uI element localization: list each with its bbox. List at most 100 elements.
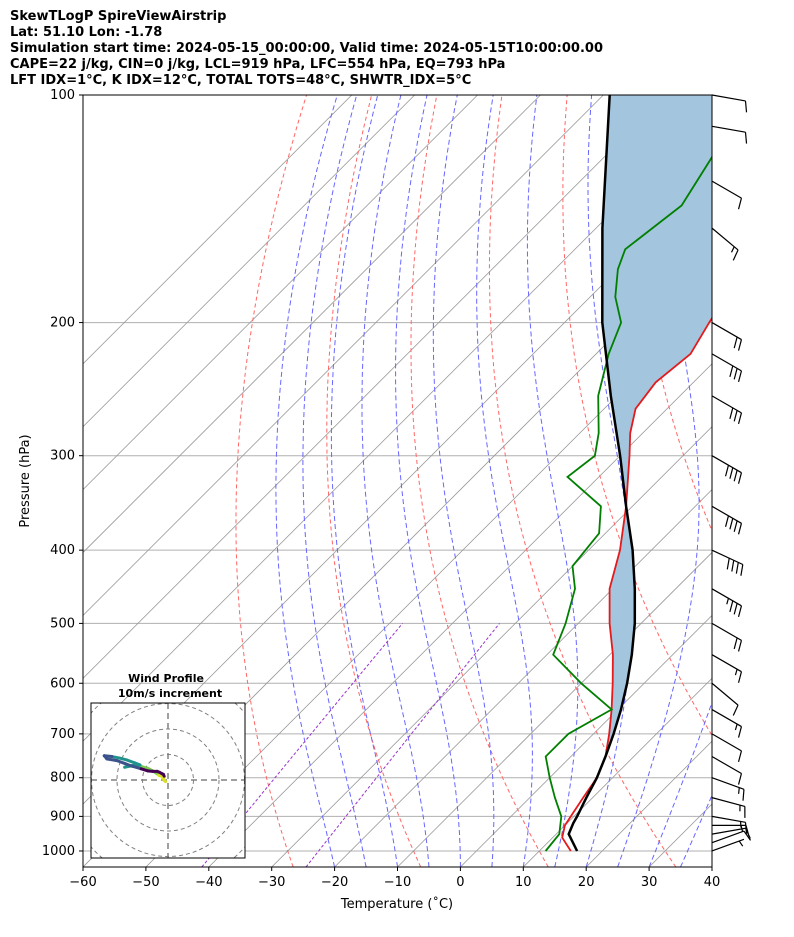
dry-adiabat <box>326 95 422 867</box>
y-tick-label: 500 <box>50 616 75 631</box>
x-tick-label: 30 <box>641 875 658 890</box>
wind-barb-flag <box>737 750 743 763</box>
isotherm-line <box>83 95 415 428</box>
x-tick-label: −40 <box>195 875 222 890</box>
wind-barb <box>711 353 743 383</box>
wind-barb-flag <box>737 671 743 683</box>
wind-barb-flag <box>726 558 730 570</box>
wind-barb <box>711 838 745 852</box>
wind-barb <box>711 756 743 785</box>
wind-barb <box>711 733 743 763</box>
y-tick-label: 600 <box>50 676 75 691</box>
wind-barb <box>711 588 743 617</box>
wind-barb-staff <box>711 455 742 474</box>
dewpoint-profile <box>544 155 712 852</box>
wind-barb-flag <box>737 339 743 351</box>
wind-barb-flag <box>744 132 748 144</box>
wind-barb <box>711 682 739 716</box>
moist-adiabat <box>711 865 712 867</box>
chart-header: SkewTLogP SpireViewAirstrip Lat: 51.10 L… <box>10 9 603 89</box>
wind-barb-staff <box>711 505 742 524</box>
wind-barb-staff <box>711 353 742 372</box>
wind-barb-flag <box>729 467 734 479</box>
wind-barb-flag <box>740 564 744 576</box>
wind-barb-staff <box>711 838 745 852</box>
wind-barb <box>711 797 746 818</box>
wind-barb <box>711 322 743 351</box>
hodograph-plot <box>91 703 245 858</box>
wind-barb-staff <box>711 549 744 566</box>
wind-barb-half-flag <box>730 246 735 253</box>
wind-barb <box>711 395 743 425</box>
moist-adiabat <box>680 794 712 867</box>
wind-barb-flag <box>731 560 735 572</box>
moist-adiabat <box>330 95 398 867</box>
wind-barb-staff <box>711 830 745 844</box>
isotherm-line <box>83 95 353 365</box>
x-tick-label: 20 <box>578 875 595 890</box>
wind-barb-half-flag <box>726 598 730 605</box>
x-tick-label: −20 <box>321 875 348 890</box>
moist-adiabat <box>476 95 533 867</box>
hodograph-title: Wind Profile <box>128 672 204 685</box>
cape-line: CAPE=22 j/kg, CIN=0 j/kg, LCL=919 hPa, L… <box>10 57 506 72</box>
wind-barb <box>711 830 752 844</box>
wind-barb-staff <box>711 588 742 607</box>
isotherm-line <box>334 489 712 867</box>
wind-barb-flag <box>729 407 734 420</box>
cape-shading <box>591 95 712 786</box>
moist-adiabat <box>648 701 712 867</box>
wind-barb <box>711 709 743 738</box>
moist-adiabat <box>302 95 367 867</box>
hodograph-segment <box>105 757 119 763</box>
location-line: Lat: 51.10 Lon: -1.78 <box>10 25 163 40</box>
wind-barb-flag <box>743 830 752 841</box>
wind-barb-flag <box>737 370 743 383</box>
wind-barb-staff <box>711 709 742 728</box>
wind-barb-half-flag <box>738 787 740 794</box>
wind-barb-flag <box>737 640 743 652</box>
y-tick-label: 300 <box>50 449 75 464</box>
dry-adiabat <box>631 95 712 532</box>
isotherm-line <box>145 300 712 867</box>
wind-barb-flag <box>742 789 745 801</box>
x-axis-label: Temperature (˚C) <box>340 896 453 912</box>
wind-barb <box>711 455 743 484</box>
wind-barb-staff <box>711 777 745 790</box>
wind-barb-staff <box>711 125 746 133</box>
wind-barb <box>711 505 743 535</box>
y-axis-label: Pressure (hPa) <box>18 434 33 527</box>
moist-adiabat <box>395 95 461 867</box>
wind-barb <box>711 180 743 210</box>
isotherm-line <box>271 426 712 867</box>
wind-barb-flag <box>729 518 734 530</box>
wind-barb-flag <box>729 600 734 612</box>
wind-barb-flag <box>737 197 743 210</box>
wind-barb-half-flag <box>734 723 738 731</box>
y-tick-label: 200 <box>50 316 75 331</box>
wind-barb <box>711 777 745 801</box>
hodograph-segment <box>161 772 166 778</box>
wind-barb <box>711 227 739 261</box>
hodograph-frame <box>90 702 246 859</box>
indices-line: LFT IDX=1°C, K IDX=12°C, TOTAL TOTS=48°C… <box>10 73 472 88</box>
wind-barb-half-flag <box>734 669 738 676</box>
wind-barb-staff <box>711 815 746 823</box>
moist-adiabat <box>361 95 430 867</box>
wind-barb-staff <box>711 827 746 835</box>
moist-adiabat <box>432 95 495 867</box>
simulation-time-line: Simulation start time: 2024-05-15_00:00:… <box>10 41 603 56</box>
isotherm-line <box>83 95 604 616</box>
dry-adiabat <box>763 95 794 867</box>
x-tick-label: 0 <box>456 875 464 890</box>
isotherm-line <box>775 95 794 867</box>
y-tick-label: 100 <box>50 88 75 103</box>
wind-barb-flag <box>737 726 743 738</box>
isotherm-line <box>83 95 667 679</box>
wind-barb-flag <box>732 249 739 261</box>
wind-barb-staff <box>711 654 742 673</box>
dry-adiabat <box>410 95 549 867</box>
isotherm-line <box>711 866 712 867</box>
wind-barb-flag <box>737 605 743 617</box>
moist-adiabat <box>275 95 338 867</box>
